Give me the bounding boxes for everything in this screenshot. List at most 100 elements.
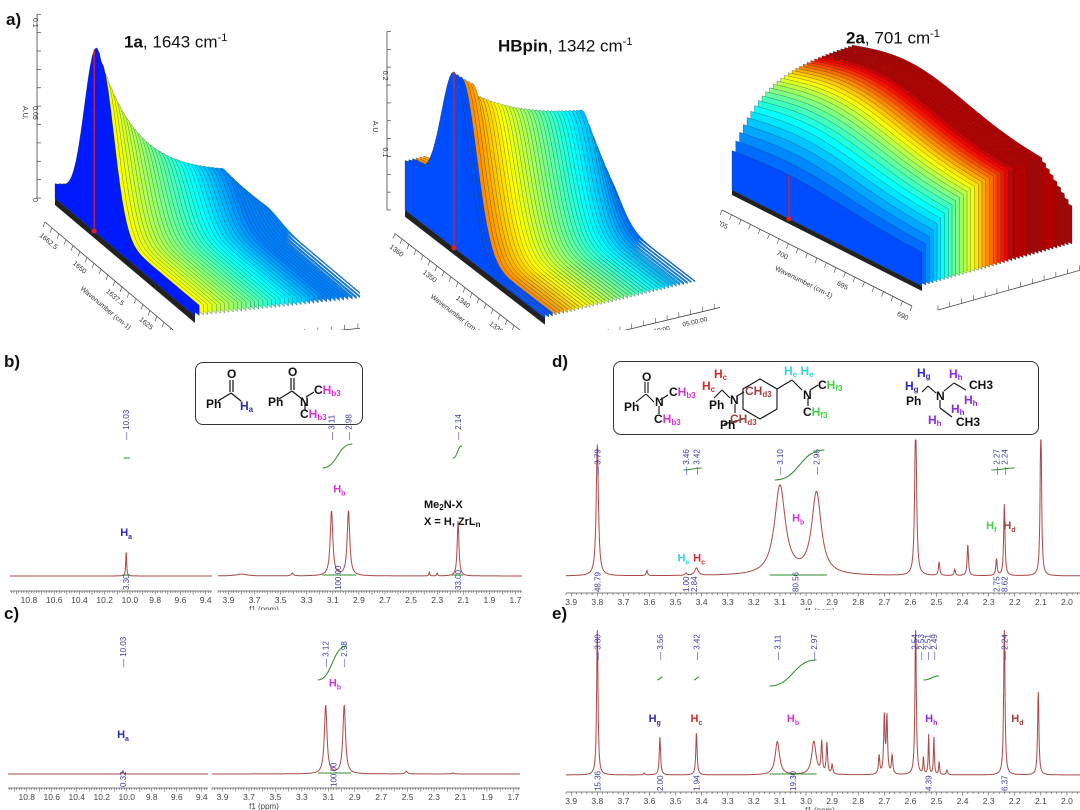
- struct-d4-ch3-2: CH3: [956, 415, 981, 429]
- ppm-tick-label: 3.4: [696, 597, 708, 607]
- struct-d3-ch3-bottom: CHf3: [803, 405, 828, 420]
- proton-annotation: Hb: [787, 713, 799, 727]
- ppm-tick-label: 2.9: [826, 597, 838, 607]
- peak-label: — 2.53: [917, 634, 926, 660]
- ppm-tick-label: 3.9: [565, 796, 577, 806]
- struct-d2-ph: Ph: [709, 398, 725, 412]
- peak-label: — 3.56: [656, 634, 665, 660]
- wavenumber-tick: [413, 249, 417, 255]
- struct-b2-n: N: [300, 395, 309, 409]
- ppm-tick-label: 10.8: [21, 595, 38, 605]
- ppm-tick-label: 3.2: [748, 796, 760, 806]
- wavenumber-tick: [49, 227, 53, 234]
- ppm-tick-label: 3.0: [800, 597, 812, 607]
- peak-label: — 2.98: [344, 414, 353, 440]
- wavenumber-tick: [420, 255, 424, 261]
- struct-d1-ph: Ph: [624, 400, 640, 414]
- ppm-tick-label: 1.9: [481, 792, 493, 802]
- wavenumber-tick-label: 1340: [454, 295, 471, 310]
- ppm-tick-label: 2.9: [349, 792, 361, 802]
- struct-d2-hc-top: Hc: [714, 367, 728, 382]
- integral-curve: [769, 659, 817, 687]
- ppm-tick-label: 2.6: [904, 597, 916, 607]
- peak-label: — 3.11: [328, 414, 337, 440]
- wavenumber-tick: [77, 251, 81, 257]
- wavenumber-tick-label: 690: [896, 311, 910, 323]
- struct-d4-hh-4: Hh: [928, 413, 942, 428]
- ppm-tick-label: 2.5: [402, 792, 414, 802]
- ppm-tick-label: 1.7: [507, 792, 519, 802]
- wavenumber-tick: [805, 253, 808, 259]
- wavenumber-tick: [757, 229, 761, 235]
- wavenumber-tick: [434, 265, 438, 272]
- wavenumber-tick: [490, 309, 494, 315]
- ppm-tick-label: 3.7: [249, 595, 261, 605]
- wavenumber-tick: [511, 325, 515, 330]
- integral-curve: [923, 675, 940, 681]
- ppm-tick-label: 3.7: [243, 792, 255, 802]
- ppm-tick-label: 3.5: [670, 796, 682, 806]
- ppm-axis-label: f1 (ppm): [249, 605, 279, 610]
- ppm-tick-label: 2.1: [1035, 597, 1047, 607]
- wavenumber-tick-label: 700: [775, 250, 789, 262]
- struct-d3-he: He He: [784, 364, 814, 379]
- nmr-spectrum-c: 10.8 10.6 10.4 10.2 10.0 9.8 9.6 9.4 3.9 3.7 3.5 3.…: [8, 636, 520, 810]
- z-tick-label: 0.2: [381, 71, 388, 81]
- wavenumber-tick: [776, 238, 780, 244]
- ppm-tick-label: 3.1: [774, 796, 786, 806]
- ppm-tick-label: 2.5: [405, 595, 417, 605]
- ppm-tick-label: 3.2: [748, 597, 760, 607]
- struct-d1-n: N: [655, 395, 664, 409]
- ppm-tick-label: 2.3: [428, 792, 440, 802]
- panel-label-a: a): [6, 10, 22, 29]
- ppm-tick-label: 2.2: [1009, 796, 1021, 806]
- integral-value: 19.30: [789, 770, 798, 791]
- structure-box-d: Ph O N CHb3 CHb3 Ph Hc Hc N CHd3 CHd3 Ph…: [613, 361, 1039, 435]
- wavenumber-tick: [455, 282, 459, 288]
- ppm-axis-label: f1 (ppm): [249, 802, 279, 810]
- ppm-tick-label: 2.7: [379, 595, 391, 605]
- ppm-tick-label: 3.5: [275, 595, 287, 605]
- integral-value: 0.32: [119, 771, 128, 787]
- wavenumber-tick: [862, 281, 865, 288]
- wavenumber-tick: [738, 219, 742, 225]
- ppm-tick-label: 2.4: [957, 597, 969, 607]
- struct-d4-ch3-1: CH3: [969, 378, 994, 392]
- ppm-axis-label: f1 (ppm): [805, 607, 835, 610]
- wavenumber-tick: [161, 322, 165, 328]
- struct-d1-ch3-top: CHb3: [669, 385, 696, 400]
- peak-label: — 2.98: [340, 641, 349, 667]
- wavenumber-tick: [91, 263, 95, 269]
- ppm-tick-label: 2.7: [878, 597, 890, 607]
- spectrum-trace: [10, 552, 212, 577]
- integral-value: 6.37: [1000, 775, 1009, 791]
- proton-annotation: Hc: [691, 713, 703, 727]
- struct-b1-ha: Ha: [240, 399, 254, 414]
- wavenumber-tick: [169, 328, 172, 330]
- ppm-tick-label: 2.0: [1061, 597, 1073, 607]
- time-axis: [339, 327, 360, 330]
- wavenumber-tick: [112, 280, 116, 287]
- peak-label: — 2.51: [923, 634, 932, 660]
- ppm-tick-label: 9.6: [171, 792, 183, 802]
- wavenumber-tick: [767, 233, 770, 240]
- wavenumber-tick: [140, 304, 144, 310]
- wavenumber-axis-label: Wavenumber (cm-1): [774, 265, 834, 300]
- ppm-tick-label: 3.7: [617, 796, 629, 806]
- wavenumber-tick: [909, 305, 913, 312]
- nmr-spectrum-d: 3.9 3.8 3.7 3.6 3.5 3.4 3.3 3.2 3.1 3.0 2.9 2.8 2.7 2…: [565, 439, 1080, 610]
- proton-annotation: Hb: [792, 512, 804, 526]
- wavenumber-tick: [795, 248, 799, 254]
- ppm-tick-label: 2.1: [455, 792, 467, 802]
- struct-d2-ch3-bottom: CHd3: [730, 412, 757, 427]
- surface-slice: [54, 47, 196, 317]
- time-tick-label: 05:00:00: [682, 316, 709, 329]
- wavenumber-tick: [154, 316, 158, 322]
- spectrum-trace: [566, 439, 1080, 577]
- ppm-tick-label: 10.2: [93, 792, 110, 802]
- peak-label: — 3.12: [322, 641, 331, 667]
- panel-label-d: d): [552, 352, 569, 371]
- ppm-tick-label: 2.3: [983, 597, 995, 607]
- ppm-tick-label: 2.0: [1061, 796, 1073, 806]
- structure-box-b: Ph O Ha Ph O N CHb3 CHb3: [195, 362, 363, 425]
